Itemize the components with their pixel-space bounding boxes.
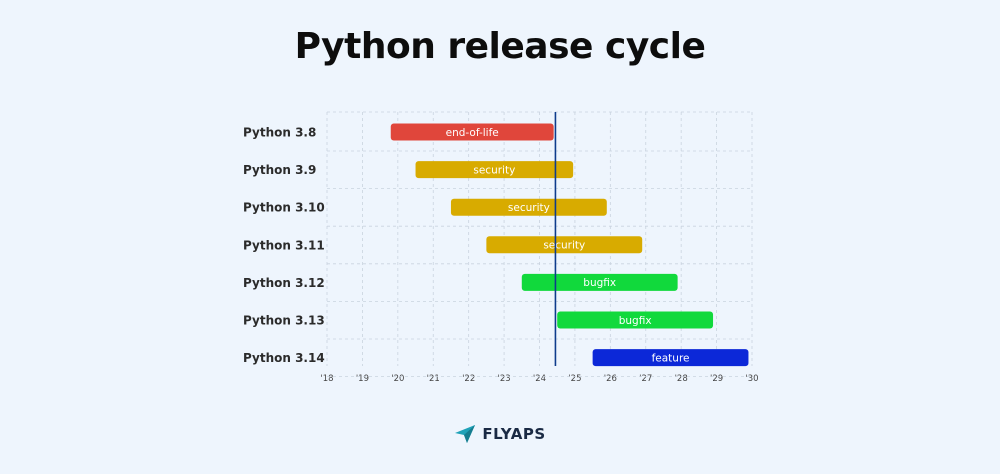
bar-label: bugfix: [583, 277, 616, 289]
row-label: Python 3.11: [243, 238, 325, 252]
bar-bugfix: [521, 273, 678, 291]
x-tick-label: '20: [391, 374, 404, 384]
chart-title: Python release cycle: [294, 26, 706, 67]
x-tick-label: '21: [427, 374, 440, 384]
paper-plane-icon: [455, 425, 476, 443]
x-tick-label: '22: [462, 374, 475, 384]
bar-security: [415, 161, 574, 179]
row-label: Python 3.14: [243, 351, 325, 365]
bar-security: [450, 198, 607, 216]
bar-label: security: [473, 164, 515, 176]
x-tick-label: '19: [356, 374, 369, 384]
x-tick-label: '30: [745, 374, 758, 384]
row-label: Python 3.8: [243, 126, 316, 140]
x-tick-label: '25: [568, 374, 581, 384]
x-tick-label: '27: [639, 374, 652, 384]
x-tick-label: '23: [498, 374, 511, 384]
bar-feature: [592, 349, 749, 367]
bar-label: security: [508, 202, 550, 214]
bar-bugfix: [557, 311, 714, 329]
row-label: Python 3.10: [243, 201, 325, 215]
x-tick-label: '29: [710, 374, 723, 384]
bar-label: end-of-life: [446, 127, 499, 139]
row-label: Python 3.13: [243, 314, 325, 328]
bar-label: security: [543, 240, 585, 252]
brand-logo-text: FLYAPS: [482, 425, 546, 443]
row-label: Python 3.9: [243, 163, 316, 177]
brand-logo: FLYAPS: [0, 424, 1000, 444]
row-label: Python 3.12: [243, 276, 325, 290]
bar-label: feature: [652, 352, 690, 364]
x-tick-label: '18: [320, 374, 333, 384]
bar-label: bugfix: [619, 315, 652, 327]
x-tick-label: '26: [604, 374, 617, 384]
x-tick-label: '24: [533, 374, 546, 384]
x-tick-label: '28: [675, 374, 688, 384]
bar-end-of-life: [390, 123, 554, 141]
bar-security: [486, 236, 643, 254]
